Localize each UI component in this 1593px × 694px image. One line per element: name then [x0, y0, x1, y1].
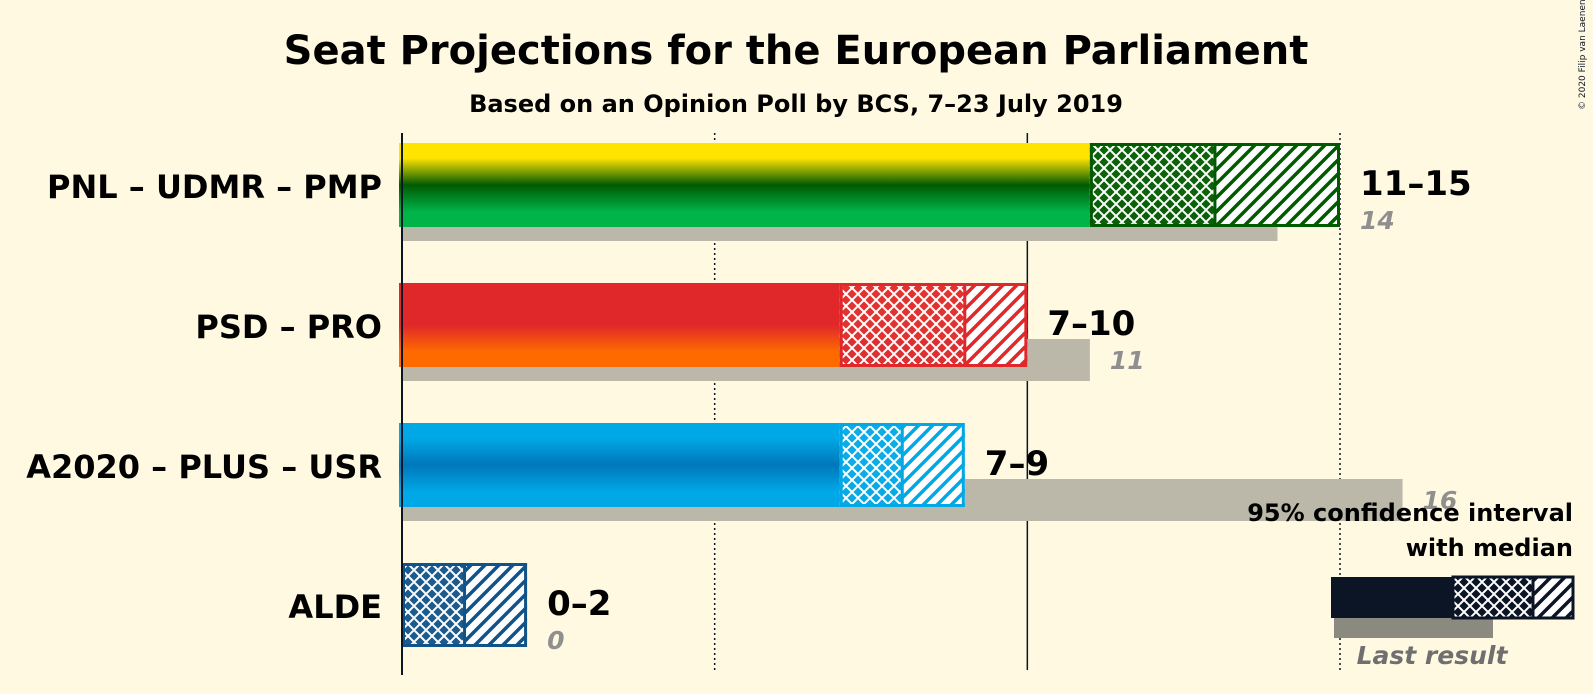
confidence-crosshatch-bar: [839, 423, 903, 507]
last-result-label: 11: [1110, 346, 1145, 375]
party-label: PNL – UDMR – PMP: [47, 168, 382, 206]
legend-last-result-bar: [1334, 618, 1493, 638]
confidence-outline: [839, 283, 1028, 367]
last-result-label: 0: [547, 626, 564, 655]
projection-solid-bar: [399, 143, 1090, 227]
party-label: A2020 – PLUS – USR: [26, 448, 382, 486]
legend-solid-bar: [1331, 577, 1453, 618]
confidence-crosshatch-bar: [402, 563, 465, 647]
confidence-hatch-bar: [464, 563, 528, 647]
seat-range-label: 7–9: [985, 444, 1049, 484]
seat-range-label: 7–10: [1047, 304, 1135, 344]
confidence-hatch-bar: [1214, 143, 1340, 227]
last-result-label: 14: [1360, 206, 1395, 235]
legend-last-result-label: Last result: [1357, 641, 1509, 670]
legend: 95% confidence interval with median Last…: [1247, 499, 1575, 670]
legend-line-1: 95% confidence interval: [1247, 499, 1573, 527]
copyright-notice: © 2020 Filip van Laenen: [1578, 0, 1588, 110]
seat-range-label: 11–15: [1360, 164, 1472, 204]
chart-title: Seat Projections for the European Parlia…: [284, 28, 1309, 74]
party-row: A2020 – PLUS – USR 7–9 16: [26, 423, 1457, 521]
confidence-crosshatch-bar: [839, 283, 965, 367]
party-row: ALDE 0–20: [288, 563, 611, 655]
legend-line-2: with median: [1406, 534, 1573, 562]
projection-solid-bar: [399, 283, 840, 367]
legend-crosshatch-bar: [1451, 575, 1535, 620]
confidence-hatch-bar: [902, 423, 965, 507]
confidence-crosshatch-bar: [1089, 143, 1215, 227]
seat-range-label: 0–2: [547, 584, 611, 624]
legend-hatch-bar: [1531, 575, 1575, 620]
party-label: PSD – PRO: [195, 308, 382, 346]
party-label: ALDE: [288, 588, 382, 626]
projection-solid-bar: [399, 423, 840, 507]
chart-subtitle: Based on an Opinion Poll by BCS, 7–23 Ju…: [469, 90, 1123, 118]
confidence-hatch-bar: [964, 283, 1028, 367]
last-result-label: 16: [1423, 486, 1458, 515]
